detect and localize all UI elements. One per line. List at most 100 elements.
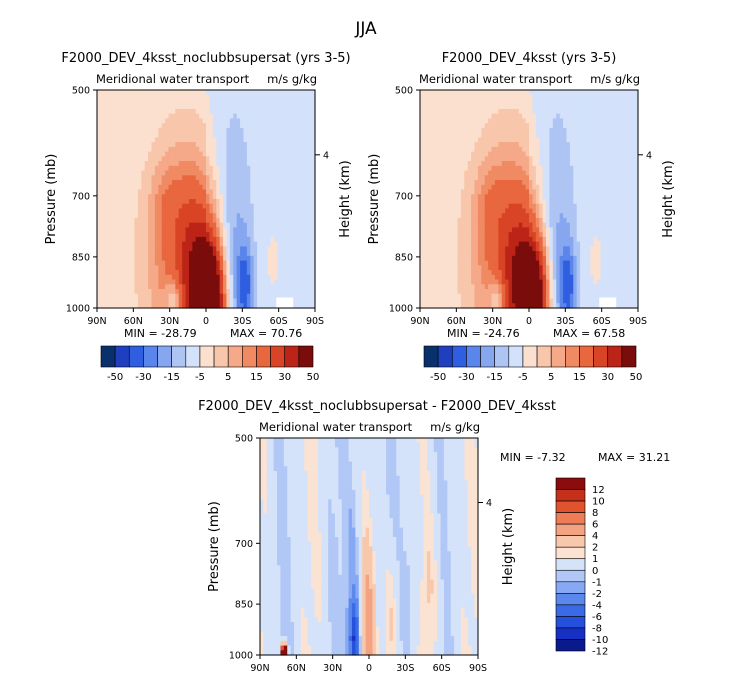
heatmap-cell	[195, 241, 200, 247]
heatmap-cell	[131, 260, 136, 266]
heatmap-cell	[566, 94, 571, 101]
heatmap-cell	[270, 246, 275, 252]
heatmap-cell	[443, 132, 448, 138]
heatmap-cell	[178, 132, 183, 138]
heatmap-cell	[212, 270, 217, 276]
heatmap-cell	[457, 99, 462, 105]
heatmap-cell	[110, 170, 115, 176]
heatmap-cell	[117, 180, 122, 186]
panel1-colorbar-label: 15	[250, 372, 263, 383]
heatmap-cell	[287, 132, 292, 138]
heatmap-cell	[600, 232, 605, 238]
heatmap-cell	[287, 251, 292, 257]
heatmap-cell	[216, 156, 221, 162]
heatmap-cell	[535, 203, 540, 210]
heatmap-cell	[297, 132, 302, 138]
heatmap-cell	[236, 184, 241, 191]
heatmap-cell	[583, 232, 588, 238]
heatmap-cell	[308, 227, 313, 233]
heatmap-cell	[484, 217, 489, 224]
heatmap-cell	[607, 232, 612, 238]
heatmap-cell	[437, 227, 442, 233]
heatmap-cell	[185, 265, 190, 271]
heatmap-cell	[110, 175, 115, 181]
heatmap-cell	[148, 180, 153, 186]
heatmap-cell	[600, 142, 605, 148]
heatmap-cell	[430, 161, 435, 167]
heatmap-cell	[304, 189, 309, 195]
heatmap-cell	[107, 94, 112, 101]
heatmap-cell	[505, 137, 510, 143]
heatmap-cell	[161, 127, 166, 134]
heatmap-cell	[165, 151, 170, 157]
heatmap-cell	[127, 236, 132, 243]
heatmap-cell	[484, 232, 489, 238]
heatmap-cell	[597, 151, 602, 157]
heatmap-cell	[634, 161, 639, 167]
heatmap-cell	[291, 113, 296, 120]
heatmap-cell	[494, 151, 499, 157]
heatmap-cell	[471, 184, 476, 191]
heatmap-cell	[97, 284, 102, 290]
heatmap-cell	[97, 165, 102, 172]
heatmap-cell	[195, 270, 200, 276]
heatmap-cell	[195, 246, 200, 252]
heatmap-cell	[294, 127, 299, 134]
heatmap-cell	[443, 90, 448, 96]
heatmap-cell	[437, 222, 442, 229]
heatmap-cell	[260, 203, 265, 210]
heatmap-cell	[216, 241, 221, 247]
heatmap-cell	[192, 217, 197, 224]
heatmap-cell	[165, 293, 170, 300]
heatmap-cell	[148, 189, 153, 195]
heatmap-cell	[236, 194, 241, 200]
heatmap-cell	[270, 203, 275, 210]
heatmap-cell	[233, 232, 238, 238]
heatmap-cell	[518, 184, 523, 191]
heatmap-cell	[460, 90, 465, 96]
heatmap-cell	[518, 217, 523, 224]
heatmap-cell	[216, 137, 221, 143]
heatmap-cell	[610, 113, 615, 120]
heatmap-cell	[202, 241, 207, 247]
heatmap-cell	[287, 118, 292, 124]
heatmap-cell	[617, 113, 622, 120]
heatmap-cell	[188, 156, 193, 162]
heatmap-cell	[120, 118, 125, 124]
heatmap-cell	[576, 142, 581, 148]
heatmap-cell	[481, 222, 486, 229]
heatmap-cell	[433, 184, 438, 191]
heatmap-cell	[236, 94, 241, 101]
heatmap-cell	[243, 132, 248, 138]
heatmap-cell	[542, 180, 547, 186]
heatmap-cell	[267, 255, 272, 262]
heatmap-cell	[420, 184, 425, 191]
heatmap-cell	[464, 170, 469, 176]
heatmap-cell	[195, 203, 200, 210]
heatmap-cell	[586, 123, 591, 129]
heatmap-cell	[131, 270, 136, 276]
heatmap-cell	[508, 199, 513, 205]
heatmap-cell	[301, 180, 306, 186]
heatmap-cell	[137, 255, 142, 262]
heatmap-cell	[464, 137, 469, 143]
heatmap-cell	[573, 203, 578, 210]
heatmap-cell	[614, 151, 619, 157]
heatmap-cell	[556, 170, 561, 176]
heatmap-cell	[154, 232, 159, 238]
heatmap-cell	[134, 298, 139, 304]
heatmap-cell	[481, 104, 486, 110]
heatmap-cell	[199, 184, 204, 191]
heatmap-cell	[223, 189, 228, 195]
heatmap-cell	[240, 180, 245, 186]
heatmap-cell	[127, 90, 132, 96]
heatmap-cell	[277, 265, 282, 271]
heatmap-cell	[185, 213, 190, 219]
heatmap-cell	[280, 241, 285, 247]
heatmap-cell	[631, 189, 636, 195]
heatmap-cell	[141, 99, 146, 105]
heatmap-cell	[107, 142, 112, 148]
heatmap-cell	[246, 293, 251, 300]
heatmap-cell	[294, 170, 299, 176]
heatmap-cell	[563, 142, 568, 148]
